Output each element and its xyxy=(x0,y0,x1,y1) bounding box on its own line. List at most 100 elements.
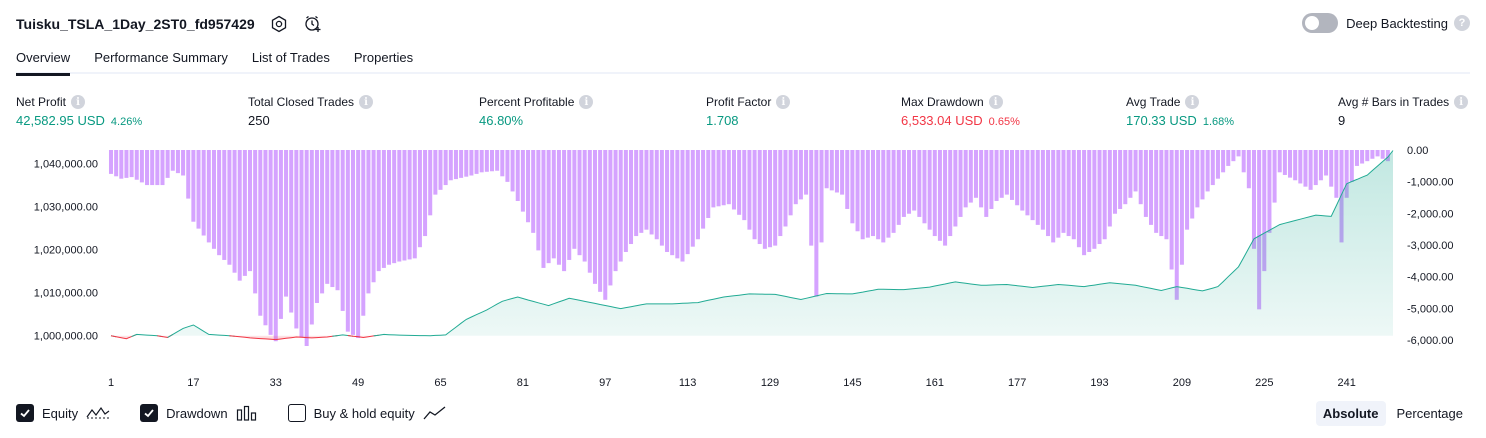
x-tick-label: 225 xyxy=(1255,377,1273,389)
drawdown-bar xyxy=(489,150,495,172)
right-tick-label: -4,000.00 xyxy=(1407,272,1453,284)
tab-properties[interactable]: Properties xyxy=(353,50,414,65)
drawdown-bar xyxy=(752,150,757,240)
metric-label: Max Drawdown xyxy=(901,95,984,109)
settings-icon[interactable] xyxy=(269,14,289,34)
tab-overview[interactable]: Overview xyxy=(16,47,71,76)
add-alert-icon[interactable] xyxy=(303,14,323,34)
right-axis: 0.00 -1,000.00 -2,000.00 -3,000.00 -4,000.00… xyxy=(1407,145,1453,347)
drawdown-bar xyxy=(1344,150,1349,198)
tab-list-of-trades[interactable]: List of Trades xyxy=(251,50,330,65)
drawdown-bar xyxy=(1308,150,1313,190)
info-icon[interactable]: i xyxy=(776,95,791,109)
drawdown-bar xyxy=(139,150,144,183)
info-icon[interactable]: i xyxy=(579,95,594,109)
legend-label: Equity xyxy=(42,405,79,421)
drawdown-checkbox[interactable] xyxy=(140,404,159,422)
drawdown-bar xyxy=(1185,150,1190,230)
drawdown-bar xyxy=(124,150,129,178)
drawdown-bar xyxy=(716,150,721,207)
drawdown-bar xyxy=(376,150,381,272)
drawdown-bar xyxy=(433,150,438,195)
drawdown-bar xyxy=(1262,150,1267,272)
drawdown-bar xyxy=(387,150,392,265)
drawdown-bar xyxy=(937,150,942,241)
legend-drawdown[interactable]: Drawdown xyxy=(140,404,257,422)
drawdown-bar xyxy=(582,150,587,262)
equity-line-up xyxy=(373,150,1394,337)
drawdown-bar xyxy=(634,150,639,237)
drawdown-bar xyxy=(1010,150,1015,200)
drawdown-bar xyxy=(242,150,247,276)
drawdown-bar xyxy=(1354,150,1359,166)
drawdown-bar xyxy=(876,150,881,240)
drawdown-bar xyxy=(979,150,984,208)
left-tick-label: 1,000,000.00 xyxy=(34,331,98,343)
drawdown-bar xyxy=(1257,150,1262,310)
legend-equity[interactable]: Equity xyxy=(16,404,110,422)
drawdown-bar xyxy=(1241,150,1246,173)
drawdown-bar xyxy=(1133,150,1138,192)
drawdown-bar xyxy=(1210,150,1215,186)
metric-net-profit: Net Profit i 42,582.95 USD 4.26% xyxy=(16,94,142,128)
buy-hold-checkbox[interactable] xyxy=(287,404,306,422)
left-axis: 1,040,000.00 1,030,000.00 1,020,000.00 1,01… xyxy=(34,158,98,342)
drawdown-bar xyxy=(546,150,551,264)
drawdown-bar xyxy=(1221,150,1226,173)
metric-label: Total Closed Trades xyxy=(248,95,355,109)
left-tick-label: 1,030,000.00 xyxy=(34,202,98,214)
drawdown-bar xyxy=(1149,150,1154,225)
legend-label: Buy & hold equity xyxy=(313,405,415,421)
drawdown-bar xyxy=(1298,150,1303,184)
drawdown-bar xyxy=(211,150,216,249)
legend-buy-hold[interactable]: Buy & hold equity xyxy=(287,404,447,422)
drawdown-bar xyxy=(170,150,175,171)
drawdown-bar xyxy=(731,150,736,210)
drawdown-bar xyxy=(474,150,479,174)
deep-backtesting-toggle[interactable] xyxy=(1302,13,1339,33)
drawdown-bar xyxy=(520,150,525,212)
absolute-button[interactable]: Absolute xyxy=(1315,401,1386,426)
drawdown-bar xyxy=(536,150,541,251)
drawdown-bar xyxy=(1046,150,1051,237)
drawdown-bar xyxy=(1277,150,1282,173)
drawdown-bar xyxy=(428,150,433,216)
drawdown-bar xyxy=(160,150,165,186)
x-tick-label: 17 xyxy=(187,377,199,389)
percentage-button[interactable]: Percentage xyxy=(1396,406,1464,421)
metric-label: Avg # Bars in Trades xyxy=(1338,95,1450,109)
info-icon[interactable]: i xyxy=(1454,95,1469,109)
drawdown-bar xyxy=(1159,150,1164,237)
drawdown-bar xyxy=(1205,150,1210,192)
drawdown-bar xyxy=(834,150,839,193)
drawdown-bar xyxy=(1195,150,1200,208)
info-icon[interactable]: i xyxy=(71,95,86,109)
drawdown-bar xyxy=(1313,150,1318,186)
drawdown-bar xyxy=(459,150,464,178)
equity-area xyxy=(110,150,1394,341)
x-tick-label: 193 xyxy=(1090,377,1108,389)
tab-performance-summary[interactable]: Performance Summary xyxy=(94,50,228,65)
equity-checkbox[interactable] xyxy=(16,404,34,422)
drawdown-bar xyxy=(361,150,366,316)
drawdown-bar xyxy=(984,150,989,217)
info-icon[interactable]: i xyxy=(359,95,374,109)
equity-drawdown-chart[interactable]: 1,040,000.00 1,030,000.00 1,020,000.00 1,01… xyxy=(0,140,1486,398)
info-icon[interactable]: i xyxy=(1185,95,1200,109)
help-icon[interactable]: ? xyxy=(1454,15,1470,31)
drawdown-bar xyxy=(366,150,371,294)
info-icon[interactable]: i xyxy=(988,95,1003,109)
drawdown-bar xyxy=(742,150,747,221)
right-tick-label: -3,000.00 xyxy=(1407,240,1453,252)
drawdown-bar xyxy=(237,150,242,281)
drawdown-bar xyxy=(356,150,361,339)
metric-label: Net Profit xyxy=(16,95,67,109)
drawdown-bar xyxy=(335,150,340,291)
drawdown-bar xyxy=(119,150,124,179)
drawdown-bar xyxy=(1231,150,1236,162)
drawdown-bar xyxy=(181,150,186,176)
drawdown-bar xyxy=(845,150,850,209)
x-tick-label: 177 xyxy=(1008,377,1026,389)
drawdown-bar xyxy=(438,150,443,190)
drawdown-bar xyxy=(273,150,278,342)
